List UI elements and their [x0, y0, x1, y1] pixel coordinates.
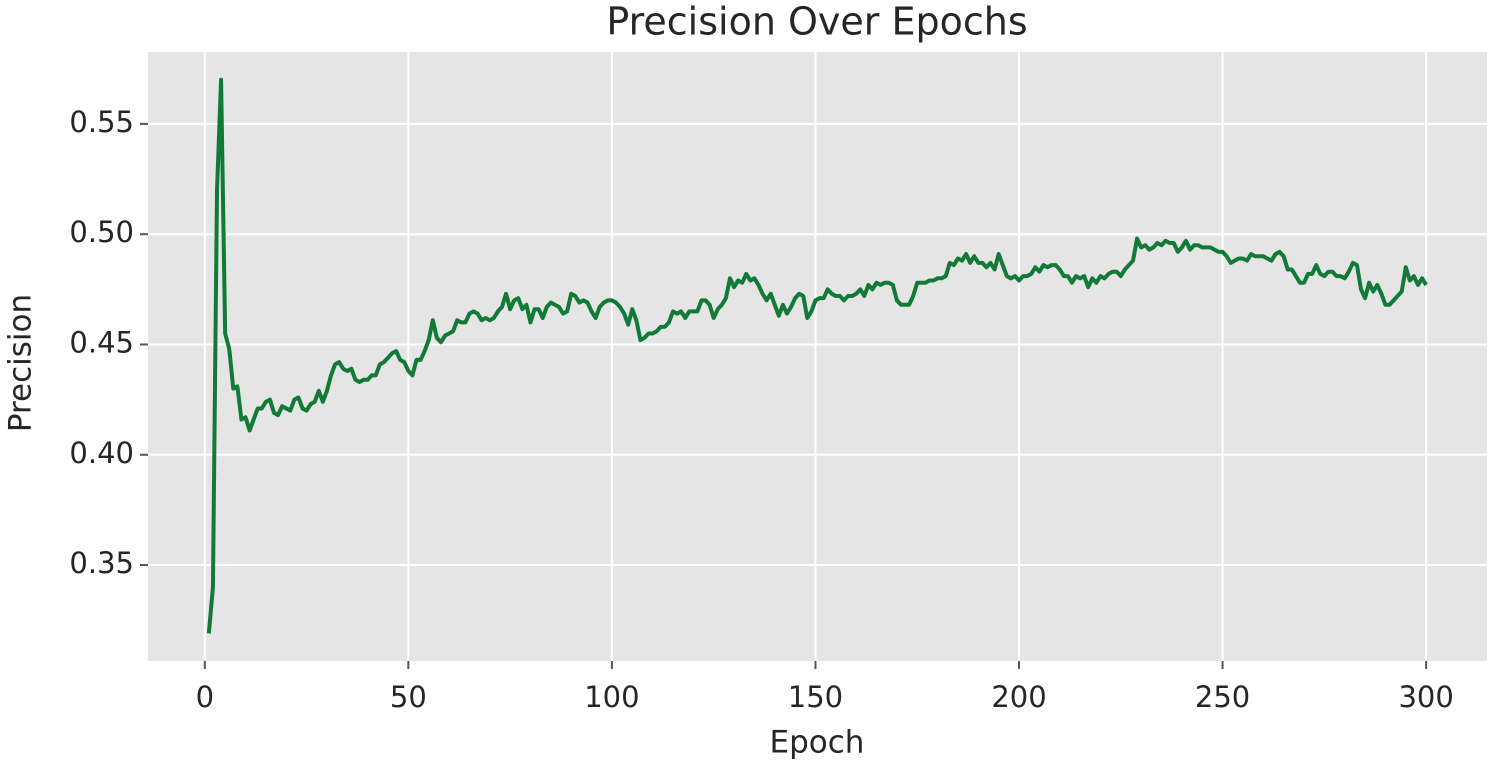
x-axis-label: Epoch [770, 725, 865, 761]
y-tick-label: 0.55 [69, 105, 134, 139]
grid [148, 52, 1487, 661]
y-tick-label: 0.45 [69, 325, 134, 359]
x-tick-label: 100 [584, 680, 639, 714]
y-axis-label: Precision [3, 294, 39, 432]
x-tick-label: 150 [788, 680, 843, 714]
ticks [140, 122, 1428, 669]
chart-title: Precision Over Epochs [606, 0, 1027, 44]
y-tick-label: 0.40 [69, 436, 134, 470]
x-tick-label: 300 [1398, 680, 1453, 714]
x-tick-label: 0 [196, 680, 214, 714]
plot-area [148, 52, 1487, 661]
x-tick-label: 50 [390, 680, 427, 714]
data-line [206, 77, 1428, 634]
x-tick-label: 200 [991, 680, 1046, 714]
y-tick-label: 0.50 [69, 215, 134, 249]
x-tick-label: 250 [1195, 680, 1250, 714]
y-tick-label: 0.35 [69, 546, 134, 580]
